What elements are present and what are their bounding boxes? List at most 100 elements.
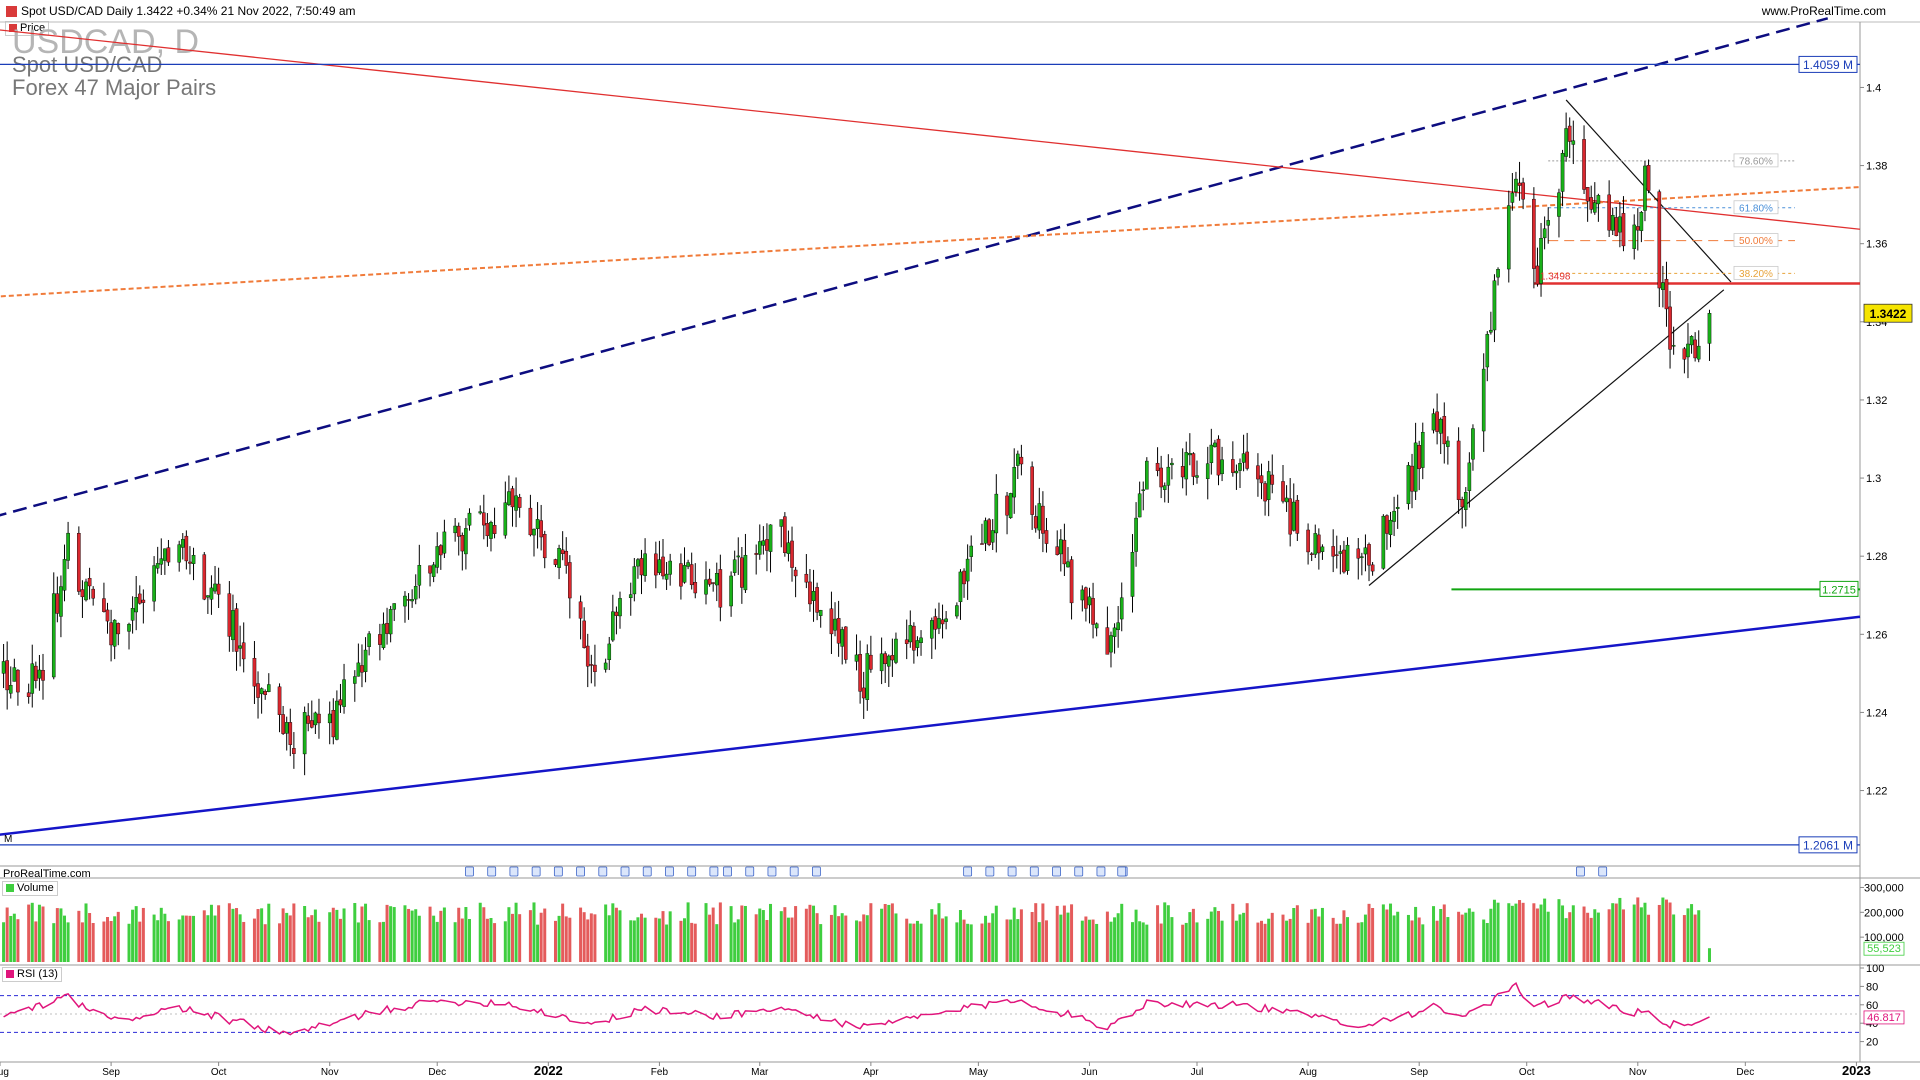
- calendar-event-icon[interactable]: [1576, 866, 1585, 877]
- volume-bar: [1120, 903, 1124, 962]
- volume-bar: [790, 917, 794, 962]
- candle-body: [489, 522, 493, 539]
- volume-bar: [460, 918, 464, 962]
- calendar-event-icon[interactable]: [811, 866, 821, 877]
- candles-layer: [1, 112, 1712, 776]
- candle-body: [1689, 336, 1694, 346]
- volume-bar: [1016, 919, 1020, 962]
- candle-body: [507, 491, 511, 505]
- volume-bar: [1707, 948, 1711, 962]
- calendar-event-icon[interactable]: [1096, 866, 1106, 877]
- candle-body: [639, 558, 644, 576]
- volume-bar: [1392, 915, 1396, 962]
- candle-body: [1496, 269, 1500, 278]
- calendar-event-icon[interactable]: [1007, 866, 1017, 877]
- volume-bar: [5, 907, 9, 962]
- calendar-event-icon[interactable]: [465, 866, 474, 877]
- calendar-event-icon[interactable]: [767, 866, 777, 877]
- volume-bar: [256, 909, 260, 962]
- calendar-event-icon[interactable]: [709, 866, 719, 877]
- trendline-navy-dashed[interactable]: [0, 17, 1829, 517]
- volume-bar: [736, 919, 740, 962]
- candle-body: [1195, 475, 1199, 478]
- volume-bar: [1095, 923, 1099, 962]
- trendline-black-rising[interactable]: [1368, 289, 1725, 586]
- candle-body: [632, 566, 637, 595]
- volume-bar: [1116, 913, 1120, 962]
- volume-bar: [887, 904, 891, 962]
- volume-bar: [1184, 922, 1188, 962]
- calendar-event-icon[interactable]: [642, 866, 652, 877]
- volume-bar: [629, 920, 633, 962]
- candle-body: [1066, 561, 1070, 568]
- volume-bar: [41, 906, 45, 962]
- candle-body: [363, 649, 368, 672]
- website-link[interactable]: www.ProRealTime.com: [1761, 4, 1886, 18]
- volume-bar: [894, 913, 898, 962]
- calendar-event-icon[interactable]: [1052, 866, 1061, 877]
- candle-body: [16, 669, 20, 693]
- calendar-event-icon[interactable]: [1074, 866, 1084, 877]
- candle-body: [1288, 498, 1292, 535]
- volume-bar: [342, 908, 346, 962]
- candle-body: [1431, 413, 1436, 431]
- volume-bar: [1464, 912, 1468, 962]
- rsi-line[interactable]: [3, 982, 1710, 1036]
- calendar-event-icon[interactable]: [789, 866, 799, 877]
- calendar-event-icon[interactable]: [1117, 866, 1127, 877]
- trendline-red-descending[interactable]: [0, 29, 1861, 230]
- volume-bar: [84, 903, 88, 962]
- volume-panel-tag[interactable]: Volume: [2, 881, 58, 896]
- trendline-orange-dotted[interactable]: [0, 186, 1861, 298]
- candle-body: [1309, 553, 1314, 555]
- calendar-event-icon[interactable]: [598, 866, 608, 877]
- volume-bar: [328, 912, 332, 962]
- calendar-event-icon[interactable]: [723, 866, 732, 877]
- watermark-symbol: USDCAD, D: [12, 23, 200, 61]
- candle-body: [1338, 551, 1343, 554]
- calendar-event-icon[interactable]: [1029, 866, 1039, 877]
- volume-bar: [1586, 912, 1590, 962]
- volume-bar: [12, 913, 16, 962]
- volume-bar: [1195, 922, 1199, 962]
- fib-label: 38.20%: [1739, 269, 1773, 280]
- calendar-event-icon[interactable]: [620, 866, 630, 877]
- calendar-event-icon[interactable]: [509, 866, 519, 877]
- calendar-event-icon[interactable]: [1598, 866, 1608, 877]
- candle-body: [1213, 442, 1217, 447]
- rsi-layer: [0, 982, 1860, 1036]
- calendar-event-icon[interactable]: [553, 866, 563, 877]
- candle-body: [1646, 165, 1651, 191]
- calendar-event-icon[interactable]: [963, 866, 973, 877]
- volume-bar: [1360, 922, 1364, 962]
- calendar-event-icon[interactable]: [745, 866, 755, 877]
- calendar-event-icon[interactable]: [487, 866, 497, 877]
- rsi-panel-tag[interactable]: RSI (13): [2, 967, 62, 982]
- candle-body: [1180, 466, 1185, 478]
- candle-body: [904, 639, 909, 644]
- candle-body: [718, 569, 723, 608]
- calendar-event-icon[interactable]: [665, 866, 674, 877]
- trendline-blue-support[interactable]: [0, 615, 1861, 836]
- candle-body: [1506, 205, 1511, 270]
- candle-body: [969, 545, 974, 557]
- volume-bar: [1467, 908, 1471, 962]
- volume-bar: [740, 905, 744, 962]
- candle-body: [1657, 191, 1662, 289]
- calendar-event-icon[interactable]: [985, 866, 995, 877]
- rsi-tag-label: RSI (13): [17, 968, 58, 980]
- candle-body: [1062, 539, 1067, 565]
- calendar-event-icon[interactable]: [576, 866, 585, 877]
- volume-bar: [905, 918, 909, 962]
- calendar-event-icon[interactable]: [687, 866, 697, 877]
- volume-bar: [539, 912, 543, 962]
- rsi-tick-label: 80: [1866, 981, 1878, 993]
- volume-bar: [80, 922, 84, 962]
- volume-bar: [1209, 911, 1213, 962]
- candle-body: [1363, 547, 1368, 555]
- candle-body: [607, 643, 612, 661]
- volume-bar: [786, 917, 790, 962]
- calendar-event-icon[interactable]: [531, 866, 541, 877]
